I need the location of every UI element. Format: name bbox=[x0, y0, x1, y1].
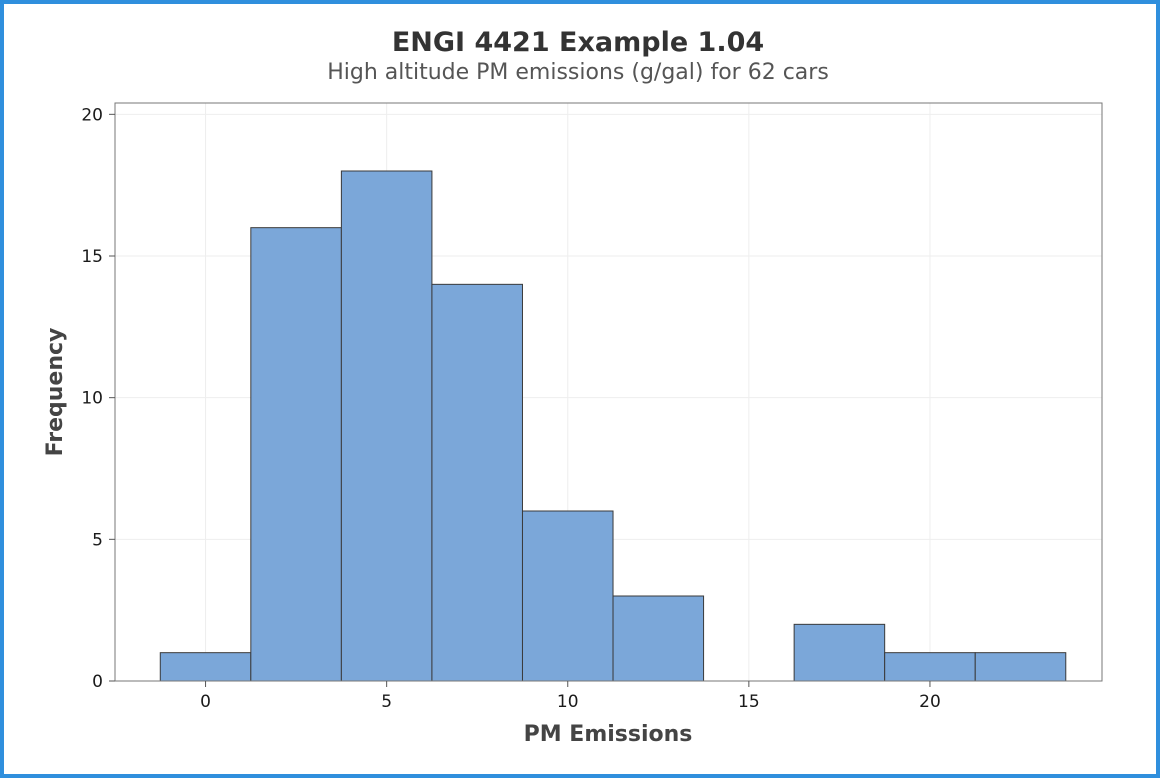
y-axis-ticks: 0 5 10 15 20 bbox=[81, 105, 115, 692]
x-tick-label: 10 bbox=[557, 692, 579, 712]
x-axis-ticks: 0 5 10 15 20 bbox=[200, 681, 941, 712]
y-tick-label: 10 bbox=[81, 389, 103, 409]
histogram-bar bbox=[159, 652, 252, 682]
histogram-bar bbox=[340, 170, 433, 682]
plot-border bbox=[114, 102, 1103, 682]
x-axis-label: PM Emissions bbox=[524, 722, 693, 747]
y-tick-label: 5 bbox=[92, 530, 103, 550]
histogram-bar bbox=[884, 652, 976, 682]
x-tick-label: 0 bbox=[200, 692, 211, 712]
histogram-bar bbox=[521, 510, 614, 682]
histogram-bar bbox=[250, 227, 342, 682]
histogram-bar bbox=[431, 283, 523, 682]
y-tick-label: 20 bbox=[81, 105, 103, 125]
histogram-bar bbox=[612, 595, 705, 682]
x-tick-label: 20 bbox=[919, 692, 941, 712]
y-tick-label: 15 bbox=[81, 247, 103, 267]
x-tick-label: 5 bbox=[381, 692, 392, 712]
histogram-bar bbox=[974, 652, 1067, 682]
bars-layer bbox=[159, 170, 1067, 682]
chart-title: ENGI 4421 Example 1.04 bbox=[392, 27, 764, 58]
y-tick-label: 0 bbox=[92, 672, 103, 692]
chart-subtitle: High altitude PM emissions (g/gal) for 6… bbox=[327, 60, 829, 85]
histogram-bar bbox=[793, 623, 886, 682]
y-axis-label: Frequency bbox=[43, 328, 68, 457]
x-tick-label: 15 bbox=[738, 692, 760, 712]
